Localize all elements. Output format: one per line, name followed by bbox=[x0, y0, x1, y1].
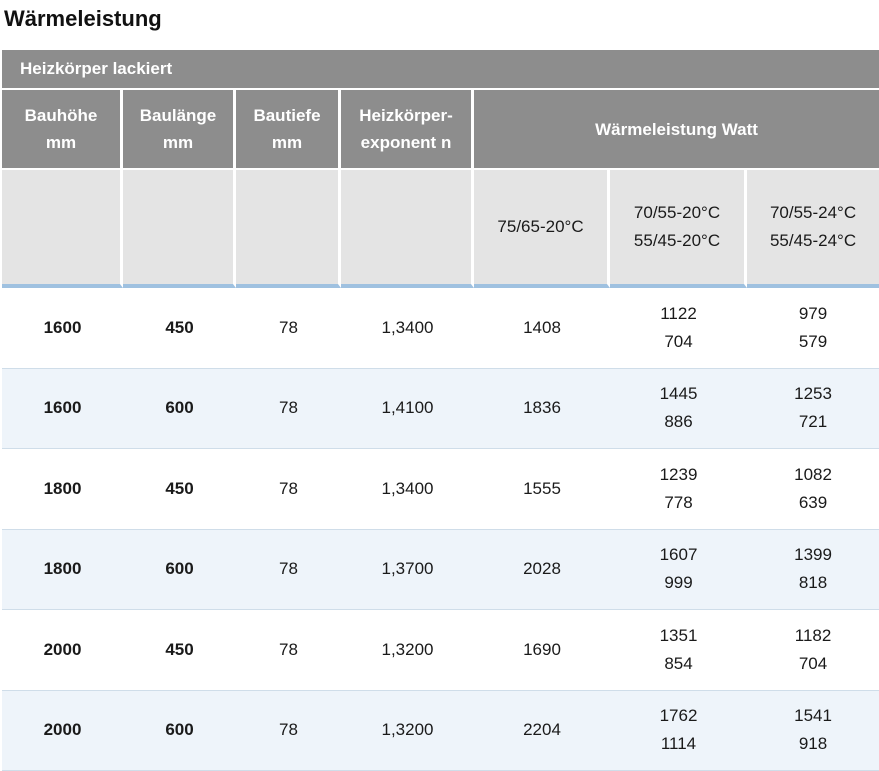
cell-exponent: 1,3700 bbox=[341, 530, 474, 611]
cell-w1: 1555 bbox=[474, 449, 610, 530]
cell-w1: 1690 bbox=[474, 610, 610, 691]
cell-bautiefe: 78 bbox=[236, 691, 341, 771]
cell-exponent: 1,4100 bbox=[341, 369, 474, 450]
header-waermeleistung: Wärmeleistung Watt bbox=[474, 90, 879, 168]
cell-bautiefe: 78 bbox=[236, 530, 341, 611]
header-exponent: Heizkörper-exponent n bbox=[341, 90, 474, 168]
cell-baulaenge: 600 bbox=[123, 691, 236, 771]
subheader-empty bbox=[341, 168, 474, 288]
cell-exponent: 1,3400 bbox=[341, 288, 474, 369]
cell-bautiefe: 78 bbox=[236, 369, 341, 450]
cell-w1: 1836 bbox=[474, 369, 610, 450]
cell-w1: 2204 bbox=[474, 691, 610, 771]
cell-baulaenge: 450 bbox=[123, 288, 236, 369]
cell-bauhoehe: 1800 bbox=[2, 530, 123, 611]
cell-bauhoehe: 1800 bbox=[2, 449, 123, 530]
cell-bauhoehe: 2000 bbox=[2, 610, 123, 691]
cell-bautiefe: 78 bbox=[236, 449, 341, 530]
cell-bauhoehe: 2000 bbox=[2, 691, 123, 771]
subheader-empty bbox=[123, 168, 236, 288]
cell-baulaenge: 450 bbox=[123, 610, 236, 691]
subheader-empty bbox=[236, 168, 341, 288]
cell-exponent: 1,3200 bbox=[341, 610, 474, 691]
section-header-row: Heizkörper lackiert bbox=[2, 50, 879, 90]
cell-bauhoehe: 1600 bbox=[2, 369, 123, 450]
cell-exponent: 1,3400 bbox=[341, 449, 474, 530]
cell-baulaenge: 450 bbox=[123, 449, 236, 530]
page-title: Wärmeleistung bbox=[4, 4, 162, 34]
cell-w1: 1408 bbox=[474, 288, 610, 369]
subheader-empty bbox=[2, 168, 123, 288]
cell-baulaenge: 600 bbox=[123, 369, 236, 450]
subheader-temp-1: 75/65-20°C bbox=[474, 168, 610, 288]
cell-bautiefe: 78 bbox=[236, 610, 341, 691]
cell-bauhoehe: 1600 bbox=[2, 288, 123, 369]
cell-baulaenge: 600 bbox=[123, 530, 236, 611]
cell-bautiefe: 78 bbox=[236, 288, 341, 369]
cell-w1: 2028 bbox=[474, 530, 610, 611]
cell-exponent: 1,3200 bbox=[341, 691, 474, 771]
section-label: Heizkörper lackiert bbox=[2, 50, 879, 90]
